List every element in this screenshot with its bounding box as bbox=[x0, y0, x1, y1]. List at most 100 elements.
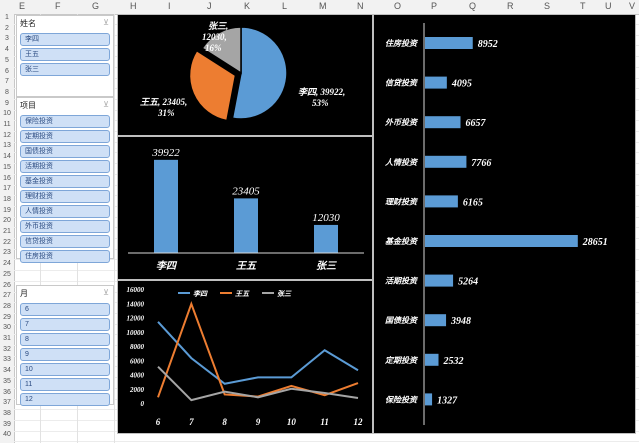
clear-filter-icon[interactable]: ⊻ bbox=[103, 18, 109, 27]
column-label[interactable]: P bbox=[431, 1, 438, 11]
row-label[interactable]: 31 bbox=[3, 335, 11, 342]
row-label[interactable]: 6 bbox=[5, 67, 9, 75]
line-series bbox=[157, 301, 359, 398]
row-label[interactable]: 38 bbox=[3, 409, 11, 417]
column-label[interactable]: T bbox=[580, 1, 586, 11]
line-chart-panel[interactable]: 0 2000 4000 6000 8000 10000 12000 14000 16000 6 7 8… bbox=[117, 280, 373, 434]
bar-chart: 39922 李四 23405 王五 12030 张三 bbox=[128, 147, 364, 272]
column-label[interactable]: I bbox=[168, 1, 171, 11]
row-label[interactable]: 4 bbox=[5, 46, 9, 54]
legend-label: 张三 bbox=[277, 290, 292, 298]
row-label[interactable]: 8 bbox=[5, 88, 9, 96]
column-label[interactable]: F bbox=[55, 1, 61, 11]
clear-filter-icon[interactable]: ⊻ bbox=[103, 288, 109, 297]
row-label[interactable]: 23 bbox=[3, 249, 11, 257]
legend-label: 王五 bbox=[235, 290, 250, 298]
column-label[interactable]: L bbox=[282, 1, 288, 11]
row-label[interactable]: 40 bbox=[3, 431, 11, 439]
slicer-item[interactable]: 王五 bbox=[20, 48, 110, 61]
row-label[interactable]: 15 bbox=[3, 163, 11, 171]
slicer-item[interactable]: 10 bbox=[20, 363, 110, 376]
slicer-item[interactable]: 人情投资 bbox=[20, 205, 110, 218]
slicer-item[interactable]: 信贷投资 bbox=[20, 235, 110, 248]
row-label[interactable]: 1 bbox=[5, 14, 9, 21]
slicer-item[interactable]: 活期投资 bbox=[20, 160, 110, 173]
bar-chart-panel[interactable]: 39922 李四 23405 王五 12030 张三 bbox=[117, 136, 373, 280]
slicer-name[interactable]: 姓名 ⊻ 李四 王五 张三 bbox=[16, 15, 114, 97]
column-label[interactable]: H bbox=[130, 1, 137, 11]
row-label[interactable]: 30 bbox=[3, 324, 11, 332]
row-label[interactable]: 34 bbox=[3, 367, 11, 375]
slicer-item[interactable]: 外币投资 bbox=[20, 220, 110, 233]
column-label[interactable]: J bbox=[207, 1, 212, 11]
row-label[interactable]: 19 bbox=[3, 206, 11, 214]
slicer-item[interactable]: 国债投资 bbox=[20, 145, 110, 158]
row-label[interactable]: 22 bbox=[3, 238, 11, 246]
column-label[interactable]: O bbox=[394, 1, 402, 11]
row-label[interactable]: 14 bbox=[3, 153, 11, 161]
row-label[interactable]: 26 bbox=[3, 281, 11, 289]
slicer-month[interactable]: 月 ⊻ 6 7 8 9 10 11 12 bbox=[16, 285, 114, 406]
column-label[interactable]: U bbox=[605, 1, 612, 11]
row-label[interactable]: 33 bbox=[3, 356, 11, 364]
row-label[interactable]: 36 bbox=[3, 388, 11, 396]
row-label[interactable]: 18 bbox=[3, 195, 11, 203]
row-label[interactable]: 20 bbox=[3, 217, 11, 225]
pie-chart-panel[interactable]: 李四, 39922, 53% 王五, 23405, 31% 张三, 12030, 16% bbox=[117, 14, 373, 136]
slicer-item[interactable]: 李四 bbox=[20, 33, 110, 46]
row-label[interactable]: 13 bbox=[3, 142, 11, 150]
row-label[interactable]: 7 bbox=[5, 78, 9, 86]
hbar-category-label: 定期投资 bbox=[384, 356, 419, 365]
slicer-item[interactable]: 住房投资 bbox=[20, 250, 110, 263]
column-label[interactable]: K bbox=[244, 1, 251, 11]
row-label[interactable]: 17 bbox=[3, 185, 11, 193]
row-label[interactable]: 29 bbox=[3, 313, 11, 321]
slicer-item[interactable]: 基金投资 bbox=[20, 175, 110, 188]
row-label[interactable]: 16 bbox=[3, 174, 11, 182]
row-label[interactable]: 11 bbox=[3, 121, 11, 128]
slicer-item[interactable]: 理财投资 bbox=[20, 190, 110, 203]
slicer-item[interactable]: 保险投资 bbox=[20, 115, 110, 128]
row-label[interactable]: 12 bbox=[3, 131, 11, 139]
slicer-item[interactable]: 定期投资 bbox=[20, 130, 110, 143]
row-label[interactable]: 10 bbox=[3, 110, 11, 118]
row-label[interactable]: 5 bbox=[5, 56, 9, 64]
slicer-item[interactable]: 12 bbox=[20, 393, 110, 406]
slicer-item[interactable]: 8 bbox=[20, 333, 110, 346]
column-header-bar: E F G H I J K L M N O P Q R S T U V bbox=[0, 0, 639, 15]
hbar-chart-panel[interactable]: 住房投资 8952 信贷投资 4095 外币投资 6657 人情投资 7766 理财投资 6165… bbox=[373, 14, 636, 434]
column-label[interactable]: V bbox=[629, 1, 636, 11]
hbar bbox=[425, 393, 433, 406]
row-label[interactable]: 9 bbox=[5, 99, 9, 107]
column-label[interactable]: S bbox=[544, 1, 551, 11]
bar-category-label: 李四 bbox=[156, 260, 178, 272]
column-label[interactable]: E bbox=[19, 1, 26, 11]
column-label[interactable]: N bbox=[357, 1, 364, 11]
row-label[interactable]: 27 bbox=[3, 292, 11, 300]
row-label[interactable]: 25 bbox=[3, 270, 11, 278]
slicer-item[interactable]: 11 bbox=[20, 378, 110, 391]
row-label[interactable]: 39 bbox=[3, 420, 11, 428]
slicer-item[interactable]: 9 bbox=[20, 348, 110, 361]
x-tick-label: 6 bbox=[156, 417, 161, 427]
slicer-item[interactable]: 6 bbox=[20, 303, 110, 316]
row-label[interactable]: 32 bbox=[3, 345, 11, 353]
column-label[interactable]: R bbox=[507, 1, 514, 11]
row-label[interactable]: 37 bbox=[3, 399, 11, 407]
row-label[interactable]: 3 bbox=[5, 35, 9, 43]
clear-filter-icon[interactable]: ⊻ bbox=[103, 100, 109, 109]
column-label[interactable]: G bbox=[92, 1, 100, 11]
slicer-project[interactable]: 项目 ⊻ 保险投资 定期投资 国债投资 活期投资 基金投资 理财投资 人情投资 外币投资 信贷投资… bbox=[16, 97, 114, 263]
row-label[interactable]: 28 bbox=[3, 302, 11, 310]
slicer-item[interactable]: 7 bbox=[20, 318, 110, 331]
x-tick-label: 12 bbox=[354, 417, 364, 427]
hbar-category-label: 保险投资 bbox=[385, 395, 419, 404]
hbar-category-label: 理财投资 bbox=[385, 197, 419, 206]
row-label[interactable]: 2 bbox=[5, 24, 9, 32]
row-label[interactable]: 21 bbox=[3, 228, 11, 235]
column-label[interactable]: Q bbox=[469, 1, 477, 11]
slicer-item[interactable]: 张三 bbox=[20, 63, 110, 76]
column-label[interactable]: M bbox=[319, 1, 327, 11]
row-label[interactable]: 35 bbox=[3, 377, 11, 385]
row-label[interactable]: 24 bbox=[3, 260, 11, 268]
